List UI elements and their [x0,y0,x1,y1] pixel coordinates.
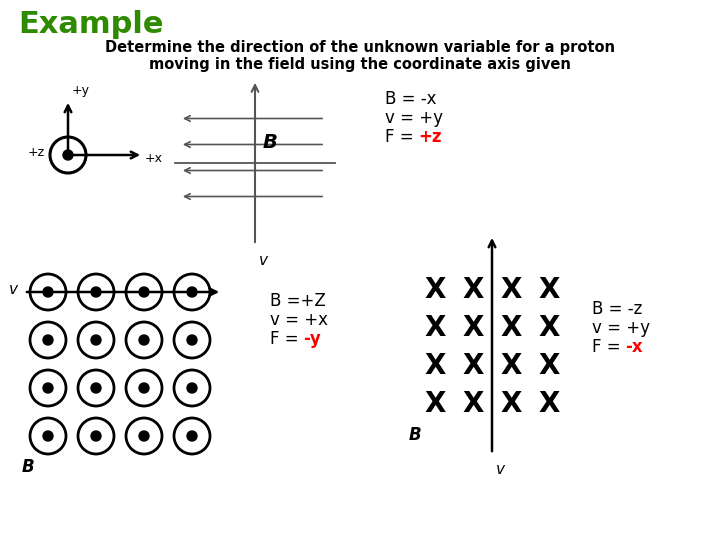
Text: +z: +z [28,145,45,159]
Circle shape [63,150,73,160]
Text: Example: Example [18,10,163,39]
Text: +z: +z [418,128,441,146]
Circle shape [139,431,149,441]
Circle shape [187,383,197,393]
Text: X: X [500,314,522,342]
Circle shape [43,287,53,297]
Text: X: X [424,352,446,380]
Text: X: X [539,314,559,342]
Text: B: B [408,426,421,444]
Text: B = -z: B = -z [592,300,642,318]
Text: F =: F = [270,330,304,348]
Circle shape [43,383,53,393]
Circle shape [187,287,197,297]
Text: v = +x: v = +x [270,311,328,329]
Circle shape [91,287,101,297]
Text: X: X [500,390,522,418]
Text: X: X [424,314,446,342]
Text: v = +y: v = +y [385,109,443,127]
Text: +x: +x [145,152,163,165]
Text: X: X [424,276,446,304]
Text: X: X [462,390,484,418]
Circle shape [187,431,197,441]
Text: Determine the direction of the unknown variable for a proton: Determine the direction of the unknown v… [105,40,615,55]
Circle shape [139,335,149,345]
Text: X: X [500,276,522,304]
Text: B: B [22,458,34,476]
Text: -y: -y [303,330,320,348]
Circle shape [43,431,53,441]
Text: X: X [500,352,522,380]
Text: v: v [259,253,268,268]
Text: X: X [539,390,559,418]
Text: X: X [539,352,559,380]
Text: X: X [424,390,446,418]
Circle shape [91,335,101,345]
Text: X: X [462,314,484,342]
Circle shape [91,383,101,393]
Text: v: v [9,282,18,298]
Text: X: X [462,276,484,304]
Text: v = +y: v = +y [592,319,650,337]
Text: -x: -x [625,338,643,356]
Circle shape [91,431,101,441]
Circle shape [139,287,149,297]
Text: F =: F = [385,128,419,146]
Text: B = -x: B = -x [385,90,436,108]
Text: +y: +y [72,84,90,97]
Text: moving in the field using the coordinate axis given: moving in the field using the coordinate… [149,57,571,72]
Text: B =+Z: B =+Z [270,292,325,310]
Text: X: X [539,276,559,304]
Text: B: B [263,133,278,152]
Circle shape [187,335,197,345]
Text: X: X [462,352,484,380]
Circle shape [139,383,149,393]
Circle shape [43,335,53,345]
Text: v: v [496,462,505,477]
Text: F =: F = [592,338,626,356]
